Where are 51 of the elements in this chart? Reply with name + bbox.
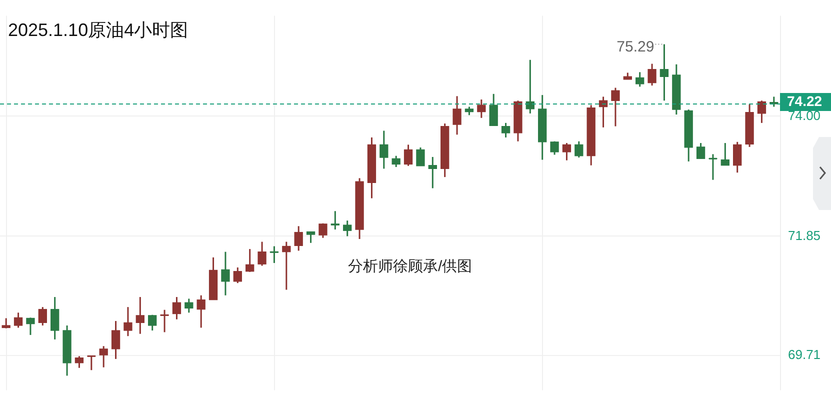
candlestick — [172, 296, 182, 320]
candlestick — [636, 71, 644, 88]
candlestick — [489, 93, 498, 126]
y-tick-label: 71.85 — [788, 228, 821, 243]
candlestick — [282, 241, 291, 291]
candlestick — [38, 306, 47, 326]
y-tick-label: 69.71 — [788, 347, 821, 362]
candlestick — [392, 155, 400, 168]
candlestick — [574, 140, 584, 158]
candlestick — [74, 355, 84, 369]
candlestick — [221, 251, 230, 296]
candlestick — [306, 230, 316, 244]
candlestick — [720, 142, 730, 166]
candlestick — [733, 141, 742, 174]
y-tick-label: 74.00 — [788, 108, 821, 123]
candlestick — [233, 266, 242, 284]
candlestick — [428, 156, 437, 189]
candlestick — [404, 144, 413, 167]
candlestick — [660, 44, 669, 102]
candlestick — [416, 146, 425, 167]
candlestick — [99, 345, 108, 368]
candlestick — [648, 63, 656, 86]
candlestick — [196, 294, 206, 328]
ref-line-label: 74.22 — [787, 92, 822, 109]
candlestick — [550, 140, 559, 156]
candlestick — [2, 317, 10, 330]
candlestick — [526, 59, 534, 114]
candlestick — [611, 87, 620, 128]
candlestick — [452, 95, 462, 136]
candlestick — [294, 225, 303, 252]
candlestick — [696, 142, 706, 160]
candlestick — [343, 220, 352, 237]
candlestick — [258, 241, 266, 267]
candlestick — [562, 142, 572, 162]
candlestick — [136, 296, 144, 335]
candlestick — [184, 298, 194, 314]
candlestick — [124, 306, 132, 337]
annotation: 75.29 — [616, 38, 654, 56]
candlestick — [148, 314, 157, 332]
annotation: 分析师徐顾承/供图 — [348, 257, 472, 276]
candlestick — [50, 296, 60, 340]
candlestick — [14, 312, 23, 328]
candlestick — [318, 222, 328, 239]
candlestick — [757, 100, 766, 124]
candlestick — [501, 122, 510, 138]
candlestick — [477, 98, 486, 119]
candlestick — [246, 248, 254, 273]
chart-title: 2025.1.10原油4小时图 — [8, 19, 188, 42]
candlestick — [111, 320, 120, 360]
candlestick — [380, 130, 388, 170]
candlestick — [26, 316, 35, 336]
